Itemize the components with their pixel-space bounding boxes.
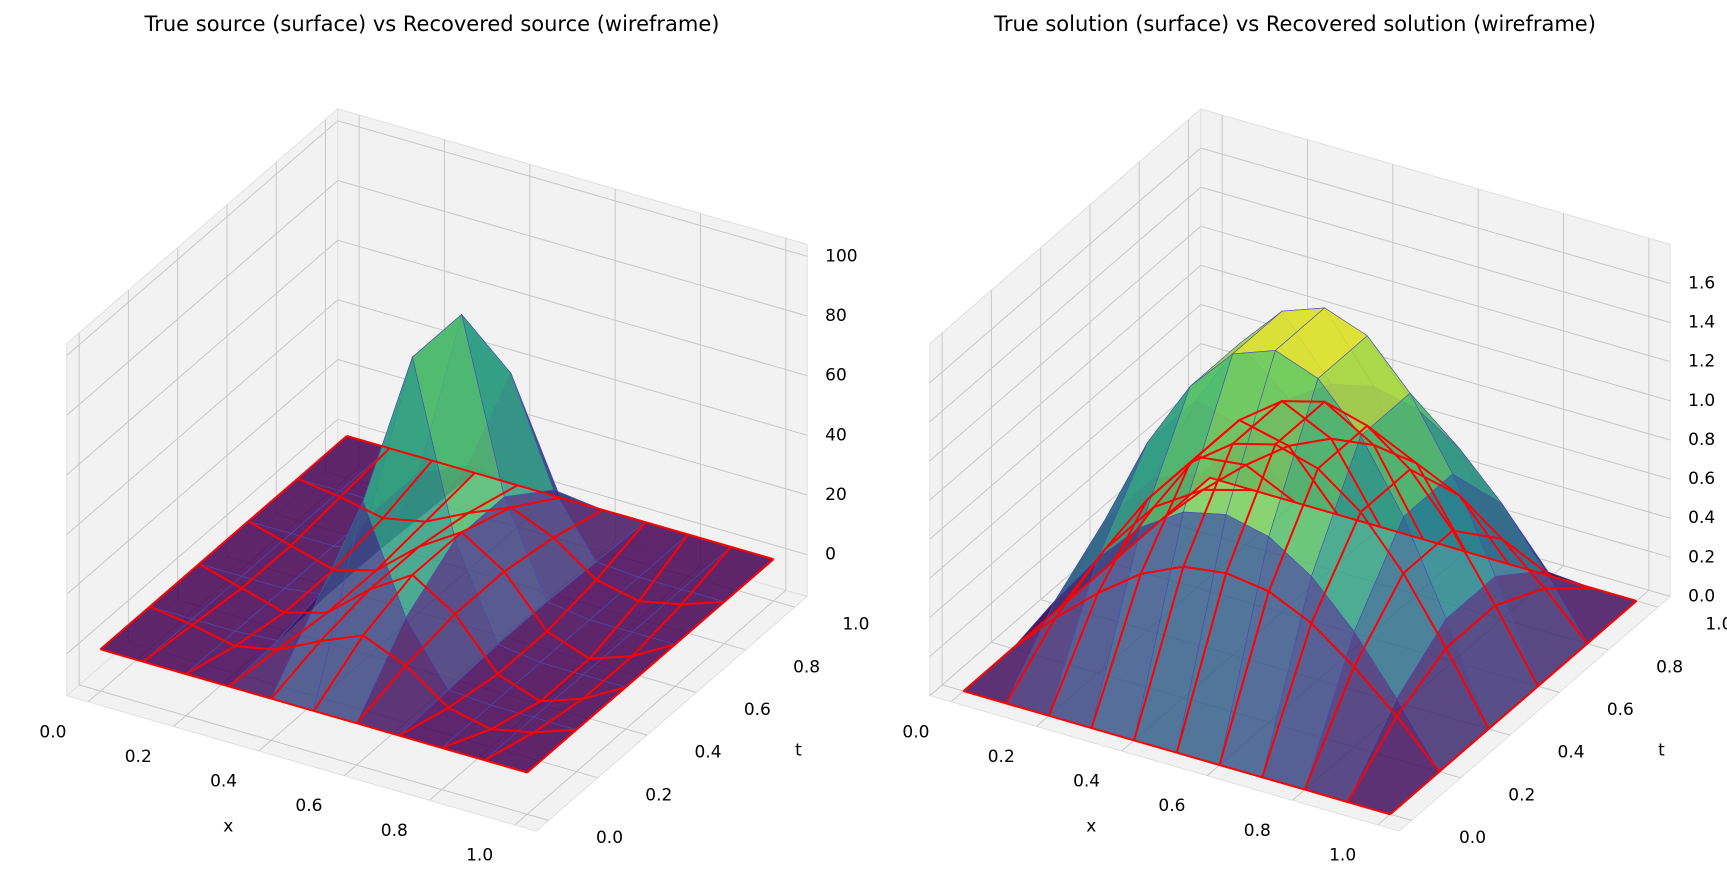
x-axis-label: x <box>1086 817 1096 837</box>
wireframe-line <box>270 484 518 700</box>
y-tick-label: 1.0 <box>1705 615 1727 635</box>
wireframe-line <box>1090 418 1339 729</box>
wireframe-line <box>962 476 1211 692</box>
z-tick-label: 1.6 <box>1688 274 1715 294</box>
z-tick-label: 0 <box>825 545 836 565</box>
x-tick-label: 0.2 <box>988 747 1015 767</box>
grid-line <box>66 239 339 476</box>
z-tick-label: 20 <box>825 485 847 505</box>
y-tick-label: 0.6 <box>744 700 771 720</box>
grid-line <box>1200 225 1671 363</box>
grid-line <box>1200 264 1671 402</box>
wireframe-line <box>1175 400 1425 753</box>
grid-line <box>929 225 1202 462</box>
grid-line <box>66 180 339 416</box>
grid-line <box>929 147 1202 384</box>
wireframe-line <box>312 496 561 712</box>
x-tick-label: 0.4 <box>210 772 237 792</box>
x-tick-label: 0.8 <box>381 821 408 841</box>
wireframe-line <box>1133 399 1382 741</box>
y-tick-label: 0.2 <box>645 785 672 805</box>
x-tick-label: 0.4 <box>1073 772 1100 792</box>
z-tick-label: 60 <box>825 366 847 386</box>
wireframe-line <box>526 558 775 774</box>
y-tick-label: 1.0 <box>842 615 869 635</box>
x-tick-label: 1.0 <box>466 845 493 865</box>
y-axis-label: t <box>1658 740 1665 760</box>
grid-line <box>66 299 339 535</box>
wireframe-line <box>1261 468 1510 778</box>
z-tick-label: 0.8 <box>1688 430 1715 450</box>
z-tick-label: 0.2 <box>1688 547 1715 567</box>
y-axis-label: t <box>795 740 802 760</box>
y-tick-label: 0.0 <box>596 828 623 848</box>
grid-line <box>929 186 1202 423</box>
grid-line <box>337 120 808 257</box>
grid-line <box>66 418 339 655</box>
chart-title: True source (surface) vs Recovered sourc… <box>144 12 720 36</box>
y-tick-label: 0.4 <box>695 743 722 763</box>
grid-line <box>337 299 808 436</box>
wireframe-line <box>355 509 604 724</box>
wireframe-line <box>484 546 732 762</box>
grid-line <box>66 359 339 595</box>
wireframe-line <box>1005 488 1253 704</box>
grid-line <box>929 264 1202 501</box>
z-tick-label: 100 <box>825 246 857 266</box>
chart-panel: True solution (surface) vs Recovered sol… <box>902 12 1727 865</box>
wireframe-line <box>1346 587 1594 803</box>
x-axis-label: x <box>223 817 233 837</box>
y-tick-label: 0.8 <box>793 657 820 677</box>
z-tick-label: 80 <box>825 306 847 326</box>
z-tick-label: 40 <box>825 425 847 445</box>
grid-line <box>1200 186 1671 324</box>
y-tick-label: 0.8 <box>1656 657 1683 677</box>
y-tick-label: 0.6 <box>1607 700 1634 720</box>
z-tick-label: 1.2 <box>1688 352 1715 372</box>
y-tick-label: 0.2 <box>1508 785 1535 805</box>
wireframe-line <box>1047 455 1296 717</box>
x-tick-label: 0.0 <box>902 722 929 742</box>
wireframe-line <box>142 447 391 663</box>
z-tick-label: 0.4 <box>1688 508 1715 528</box>
grid-line <box>929 304 1202 540</box>
x-tick-label: 0.0 <box>39 722 66 742</box>
wireframe-line <box>398 521 647 737</box>
wireframe-line <box>1303 529 1552 790</box>
x-tick-label: 0.6 <box>295 796 322 816</box>
z-tick-label: 0.6 <box>1688 469 1715 489</box>
grid-line <box>66 120 339 356</box>
z-tick-label: 1.4 <box>1688 313 1715 333</box>
grid-line <box>337 180 808 317</box>
x-tick-label: 0.2 <box>125 747 152 767</box>
wireframe-line <box>185 459 433 675</box>
wireframe-line <box>227 472 476 688</box>
x-tick-label: 0.8 <box>1244 821 1271 841</box>
grid-line <box>78 684 549 821</box>
chart-title: True solution (surface) vs Recovered sol… <box>993 12 1596 36</box>
y-tick-label: 0.4 <box>1558 743 1585 763</box>
wireframe-line <box>1389 600 1638 816</box>
wireframe-line <box>441 533 690 749</box>
grid-line <box>929 343 1202 579</box>
x-tick-label: 0.6 <box>1158 796 1185 816</box>
grid-line <box>337 239 808 377</box>
z-tick-label: 1.0 <box>1688 391 1715 411</box>
grid-line <box>1200 147 1671 284</box>
chart-panel: True source (surface) vs Recovered sourc… <box>39 12 869 865</box>
wireframe-line <box>99 435 348 651</box>
y-tick-label: 0.0 <box>1459 828 1486 848</box>
x-tick-label: 1.0 <box>1329 845 1356 865</box>
z-tick-label: 0.0 <box>1688 586 1715 606</box>
grid-line <box>929 382 1202 618</box>
grid-line <box>514 589 787 826</box>
